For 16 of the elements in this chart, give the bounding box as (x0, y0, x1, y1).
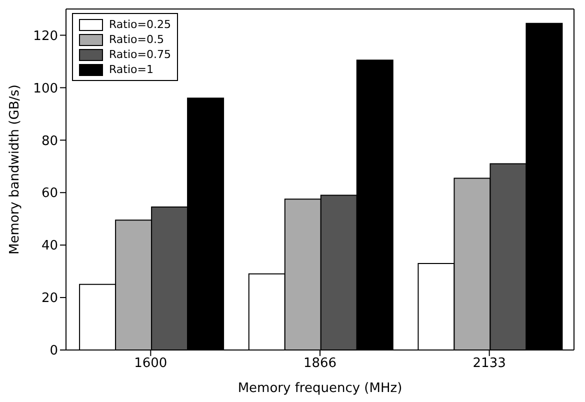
x-tick-label: 2133 (472, 356, 506, 372)
legend-label: Ratio=0.25 (109, 18, 171, 31)
legend-label: Ratio=0.75 (109, 48, 171, 61)
legend-label: Ratio=0.5 (109, 33, 164, 46)
y-tick-label: 120 (33, 28, 58, 44)
y-tick-label: 40 (41, 238, 58, 254)
y-tick-label: 20 (41, 291, 58, 306)
x-tick-label: 1866 (303, 356, 337, 372)
y-tick-label: 60 (41, 186, 58, 202)
x-axis-title: Memory frequency (MHz) (238, 381, 402, 396)
y-axis-title: Memory bandwidth (GB/s) (8, 84, 23, 254)
y-tick-label: 80 (41, 134, 58, 149)
y-tick-label: 0 (50, 344, 58, 359)
x-tick-label: 1600 (134, 356, 168, 372)
y-tick-label: 100 (33, 81, 58, 96)
legend-label: Ratio=1 (109, 63, 154, 76)
